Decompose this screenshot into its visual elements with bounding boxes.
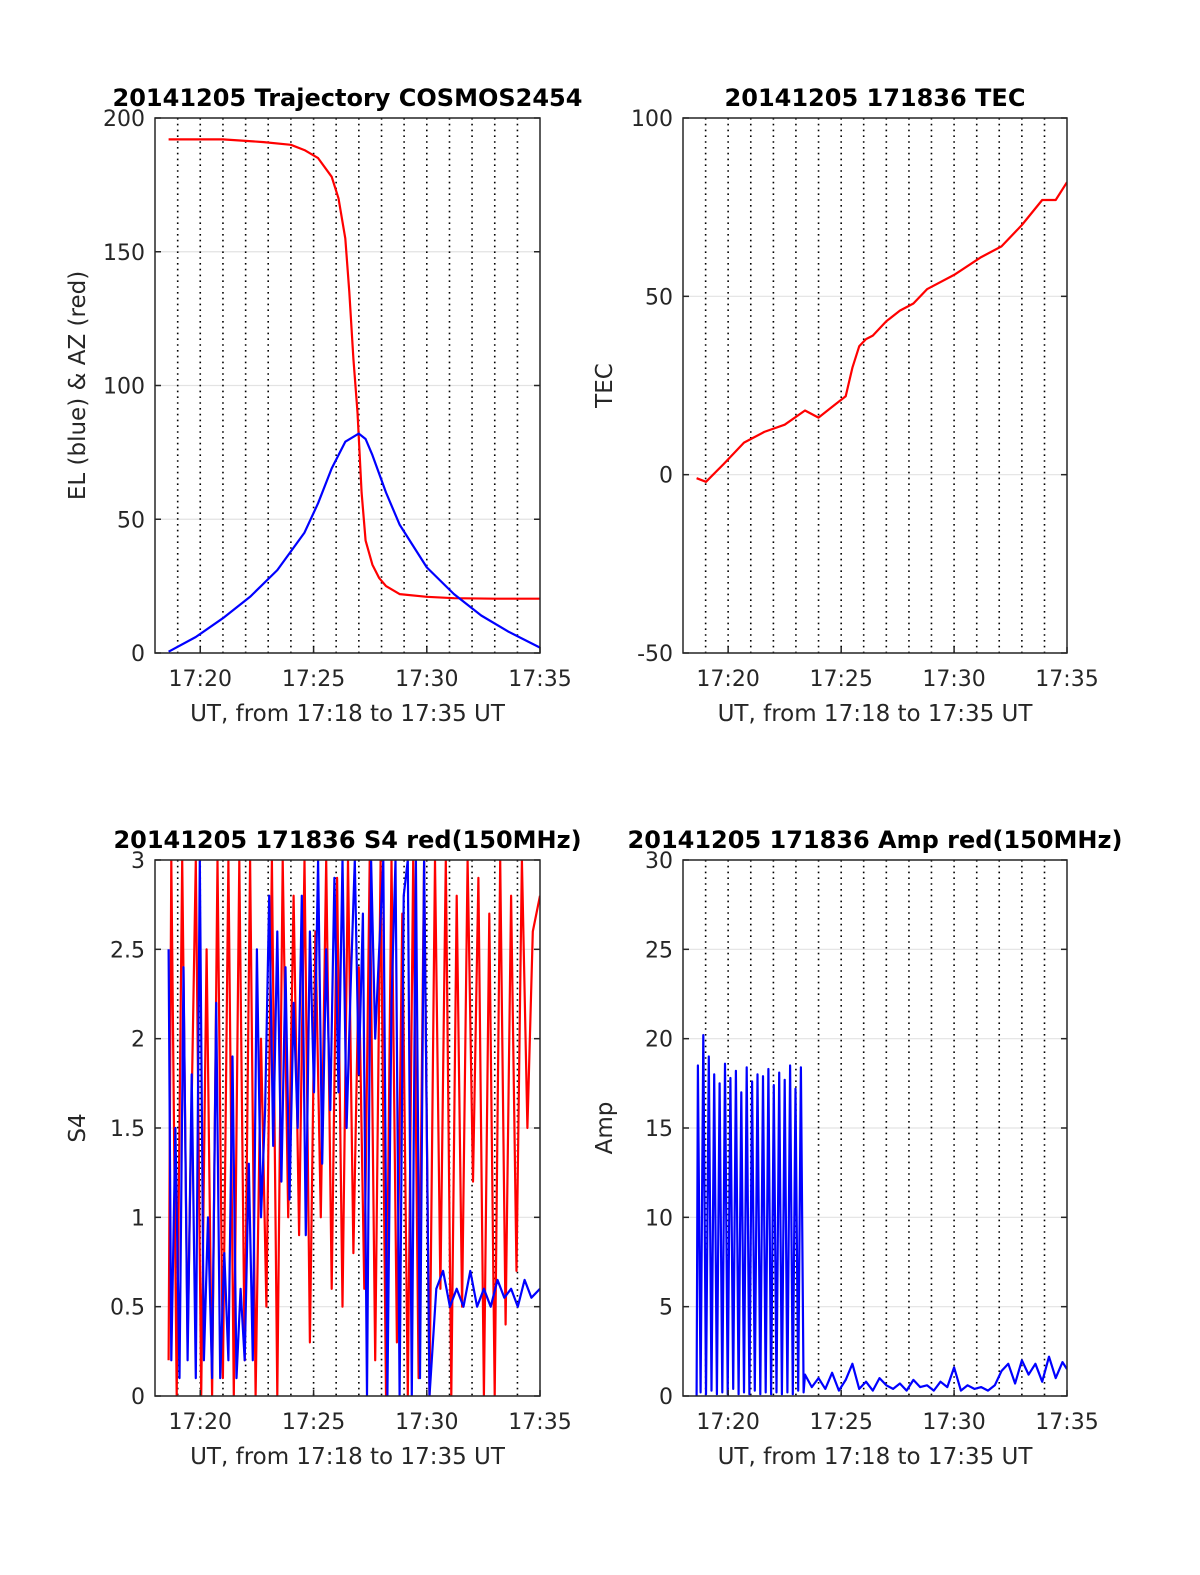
y-axis-label: S4 — [65, 1113, 91, 1142]
y-tick-label: 20 — [645, 1028, 673, 1053]
y-tick-label: 2 — [131, 1028, 145, 1053]
chart-title: 20141205 171836 S4 red(150MHz) — [113, 826, 581, 854]
y-tick-label: 3 — [131, 849, 145, 874]
y-tick-label: 1 — [131, 1206, 145, 1231]
x-axis-label: UT, from 17:18 to 17:35 UT — [190, 1444, 506, 1470]
y-tick-label: 30 — [645, 849, 673, 874]
x-axis-label: UT, from 17:18 to 17:35 UT — [718, 1444, 1034, 1470]
x-axis-label: UT, from 17:18 to 17:35 UT — [190, 701, 506, 727]
y-tick-label: 0 — [659, 464, 673, 489]
y-tick-label: 50 — [645, 285, 673, 310]
series-group — [168, 138, 540, 653]
y-tick-label: 1.5 — [110, 1117, 145, 1142]
x-tick-label: 17:25 — [809, 1410, 872, 1435]
amp-panel: 0 5 10 15 20 25 30 17:20 17:25 17:30 17:35 20141205… — [592, 826, 1122, 1470]
series-line-red — [696, 181, 1067, 483]
x-tick-label: 17:30 — [922, 667, 985, 692]
chart-title: 20141205 Trajectory COSMOS2454 — [113, 84, 583, 112]
x-tick-label: 17:30 — [395, 667, 458, 692]
y-tick-label: 0 — [131, 642, 145, 667]
y-tick-label: 100 — [103, 375, 145, 400]
x-tick-label: 17:35 — [508, 1410, 571, 1435]
chart-title: 20141205 171836 TEC — [725, 84, 1026, 112]
y-tick-label: 0 — [659, 1385, 673, 1410]
y-tick-label: 5 — [659, 1296, 673, 1321]
x-axis-label: UT, from 17:18 to 17:35 UT — [718, 701, 1034, 727]
s4-panel: 0 0.5 1 1.5 2 2.5 3 17:20 17:25 17:30 17:35 2014120… — [65, 826, 582, 1470]
x-tick-label: 17:30 — [395, 1410, 458, 1435]
y-tick-label: 10 — [645, 1206, 673, 1231]
series-line-blue — [695, 1033, 1067, 1396]
y-axis-label: EL (blue) & AZ (red) — [65, 271, 91, 500]
y-axis-label: TEC — [592, 363, 618, 409]
tec-panel: -50 0 50 100 17:20 17:25 17:30 17:35 20141205 17… — [592, 84, 1099, 727]
x-tick-label: 17:35 — [1035, 667, 1098, 692]
y-tick-label: 50 — [117, 508, 145, 533]
chart-title: 20141205 171836 Amp red(150MHz) — [628, 826, 1123, 854]
y-tick-label: 0.5 — [110, 1296, 145, 1321]
y-axis-label: Amp — [592, 1102, 618, 1155]
series-group — [167, 860, 540, 1396]
x-tick-label: 17:20 — [696, 1410, 759, 1435]
y-tick-label: 150 — [103, 241, 145, 266]
series-group — [695, 1033, 1067, 1396]
trajectory-panel: 0 50 100 150 200 17:20 17:25 17:30 17:35 20141205… — [65, 84, 582, 727]
y-tick-label: 200 — [103, 107, 145, 132]
x-tick-label: 17:25 — [282, 1410, 345, 1435]
x-tick-label: 17:35 — [1035, 1410, 1098, 1435]
series-line-blue — [168, 432, 540, 653]
y-tick-label: 15 — [645, 1117, 673, 1142]
y-tick-label: 0 — [131, 1385, 145, 1410]
axes-box — [682, 117, 1068, 654]
y-tick-label: 25 — [645, 938, 673, 963]
x-tick-label: 17:20 — [696, 667, 759, 692]
x-tick-label: 17:25 — [282, 667, 345, 692]
x-tick-label: 17:20 — [169, 667, 232, 692]
x-tick-label: 17:35 — [508, 667, 571, 692]
series-group — [696, 181, 1067, 483]
x-tick-label: 17:25 — [809, 667, 872, 692]
series-line-blue — [167, 860, 540, 1396]
y-tick-label: 2.5 — [110, 938, 145, 963]
x-tick-label: 17:30 — [922, 1410, 985, 1435]
series-line-red — [168, 138, 540, 600]
x-tick-label: 17:20 — [169, 1410, 232, 1435]
y-tick-label: -50 — [637, 642, 673, 667]
y-tick-label: 100 — [631, 107, 673, 132]
series-line-red — [167, 860, 540, 1396]
